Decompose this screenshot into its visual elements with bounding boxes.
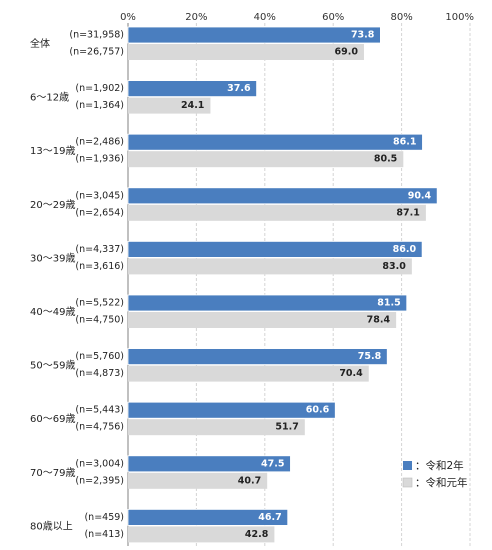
sample-size-label: (n=459) [84,512,124,523]
category-label: 60～69歳 [30,413,75,425]
sample-size-label: (n=26,757) [69,47,124,58]
value-label: 73.8 [351,30,375,41]
bar [128,258,412,275]
bar [128,472,268,489]
sample-size-label: (n=31,958) [69,30,124,41]
value-label: 86.1 [393,137,416,148]
sample-size-label: (n=2,486) [75,137,124,148]
bar [128,204,426,221]
bar [127,133,423,151]
x-tick-label: 20% [185,12,207,23]
sample-size-label: (n=2,654) [75,207,124,218]
bar [127,294,408,312]
bar [127,187,438,205]
sample-size-label: (n=5,522) [75,298,124,309]
value-label: 90.4 [408,190,432,201]
sample-size-label: (n=4,756) [75,422,124,433]
legend-swatch [403,461,412,470]
sample-size-label: (n=2,395) [75,475,124,486]
value-label: 42.8 [245,529,269,540]
bar [128,151,404,168]
sample-size-label: (n=5,760) [75,351,124,362]
sample-size-label: (n=4,873) [75,368,124,379]
category-label: 13～19歳 [30,145,75,157]
value-label: 69.0 [335,47,359,58]
category-label: 40～49歳 [30,306,75,318]
category-label: 80歳以上 [30,520,73,532]
sample-size-label: (n=1,902) [75,83,124,94]
bar [127,508,289,526]
value-label: 80.5 [374,154,397,165]
category-label: 20～29歳 [30,199,75,211]
bar [127,401,336,419]
x-axis-ticks: 0% 20% 40% 60% 80% 100% [120,12,474,23]
sample-size-label: (n=3,045) [75,190,124,201]
value-label: 75.8 [358,351,382,362]
legend-label: ：令和2年 [415,459,464,472]
legend-label: ：令和元年 [415,476,468,489]
category-label: 6～12歳 [30,92,69,104]
x-tick-label: 40% [254,12,276,23]
category-label: 全体 [30,37,50,50]
value-label: 51.7 [275,422,298,433]
category-label: 50～59歳 [30,360,75,372]
sample-size-label: (n=4,750) [75,315,124,326]
bar [128,419,305,436]
labels: 全体 (n=31,958) 73.8 (n=26,757) 69.0 6～12歳 (n=1,… [30,30,432,540]
sample-size-label: (n=1,936) [75,154,124,165]
value-label: 60.6 [306,405,330,416]
value-label: 40.7 [238,475,261,486]
bar [128,44,364,60]
value-label: 78.4 [367,315,391,326]
value-label: 24.1 [181,100,204,111]
bar [127,455,291,473]
x-tick-label: 100% [445,12,474,23]
x-tick-label: 80% [390,12,412,23]
legend-swatch [402,477,413,488]
category-label: 70～79歳 [30,467,75,479]
sample-size-label: (n=4,337) [75,244,124,255]
x-tick-label: 60% [322,12,344,23]
bar [127,240,423,258]
value-label: 83.0 [382,261,406,272]
value-label: 70.4 [339,368,363,379]
sample-size-label: (n=413) [84,529,124,540]
value-label: 81.5 [377,298,400,309]
category-label: 30～39歳 [30,252,75,264]
bar [128,312,397,328]
sample-size-label: (n=5,443) [75,405,124,416]
sample-size-label: (n=3,004) [75,458,124,469]
value-label: 46.7 [258,512,281,523]
x-tick-label: 0% [120,12,136,23]
value-label: 37.6 [227,83,251,94]
sample-size-label: (n=1,364) [75,100,124,111]
bar [128,526,275,543]
legend: ：令和2年 ：令和元年 [402,459,468,489]
bar [127,348,388,366]
bar [128,97,211,114]
bar [128,365,369,382]
bars [127,26,438,543]
sample-size-label: (n=3,616) [75,261,124,272]
bar [127,80,257,97]
value-label: 86.0 [393,244,417,255]
value-label: 47.5 [261,458,284,469]
bar [127,26,381,44]
value-label: 87.1 [396,207,419,218]
